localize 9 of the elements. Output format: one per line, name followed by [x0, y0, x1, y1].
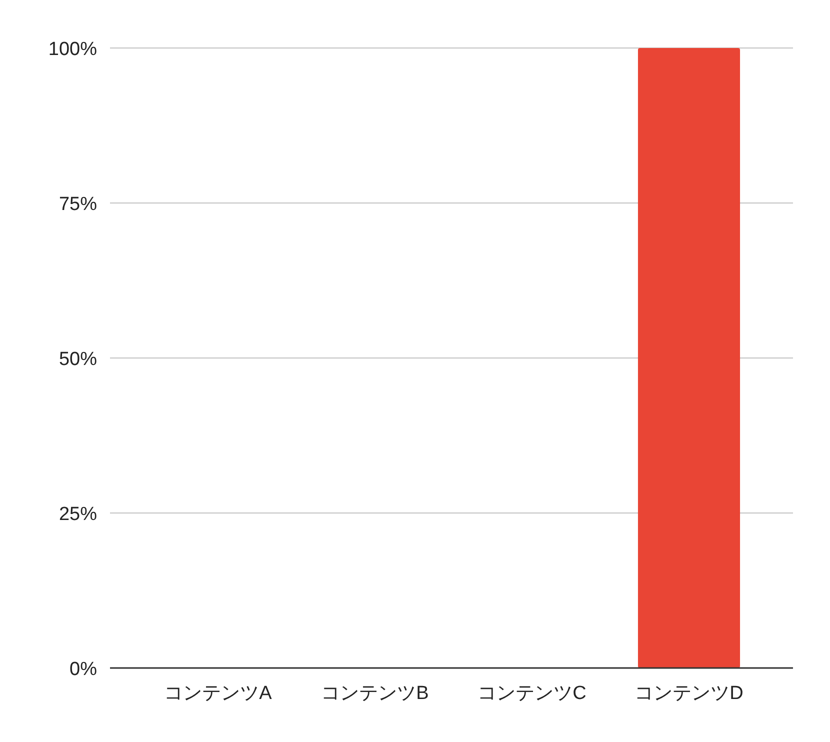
y-tick-label: 25% [58, 504, 98, 525]
x-tick-label: コンテンツB [321, 683, 429, 704]
y-tick-label: 50% [58, 349, 98, 370]
x-tick-label: コンテンツA [164, 683, 272, 704]
x-tick-label: コンテンツC [478, 683, 586, 704]
y-tick-label: 0% [70, 659, 98, 680]
y-tick-label: 100% [48, 39, 98, 60]
y-tick-label: 75% [58, 194, 98, 215]
x-tick-label: コンテンツD [634, 683, 744, 704]
